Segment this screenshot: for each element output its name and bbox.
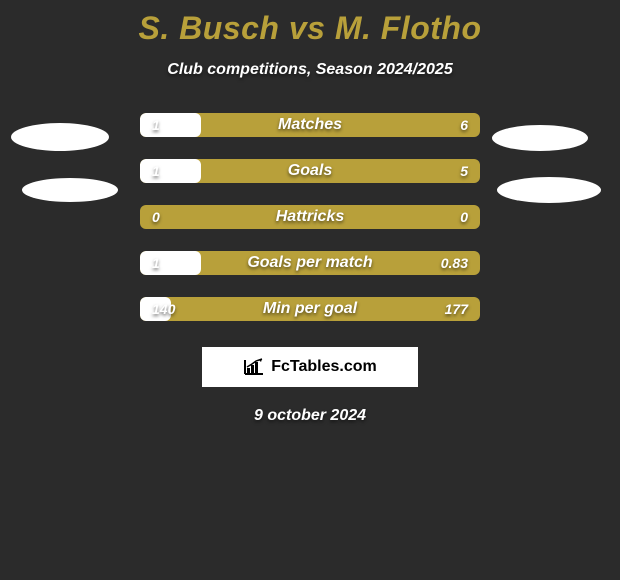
stat-right-value: 0 [460, 205, 468, 229]
stat-right-value: 6 [460, 113, 468, 137]
stat-row: 1 Goals per match 0.83 [140, 251, 480, 275]
player-right-logo-1 [492, 125, 588, 151]
stat-row: 1 Matches 6 [140, 113, 480, 137]
player-left-logo-1 [11, 123, 109, 151]
stat-right-value: 0.83 [441, 251, 468, 275]
stat-label: Min per goal [140, 297, 480, 321]
snapshot-date: 9 october 2024 [0, 407, 620, 425]
stat-label: Hattricks [140, 205, 480, 229]
player-right-logo-2 [497, 177, 601, 203]
chart-icon [243, 358, 265, 376]
player-left-logo-2 [22, 178, 118, 202]
stat-label: Goals per match [140, 251, 480, 275]
stat-right-value: 5 [460, 159, 468, 183]
page-title: S. Busch vs M. Flotho [0, 0, 620, 47]
stat-row: 1 Goals 5 [140, 159, 480, 183]
stat-row: 140 Min per goal 177 [140, 297, 480, 321]
subtitle: Club competitions, Season 2024/2025 [0, 61, 620, 79]
stat-label: Matches [140, 113, 480, 137]
source-badge-text: FcTables.com [271, 358, 377, 376]
stat-right-value: 177 [445, 297, 468, 321]
source-badge: FcTables.com [202, 347, 418, 387]
stat-label: Goals [140, 159, 480, 183]
stat-row: 0 Hattricks 0 [140, 205, 480, 229]
